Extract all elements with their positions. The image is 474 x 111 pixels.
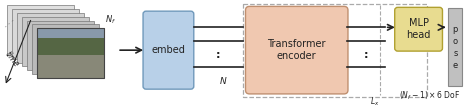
Bar <box>36 56 104 78</box>
Text: Transformer
encoder: Transformer encoder <box>267 39 326 61</box>
Text: $L_x$: $L_x$ <box>370 96 379 108</box>
Text: MLP
head: MLP head <box>406 18 431 40</box>
Text: · · ·: · · · <box>4 18 16 29</box>
Bar <box>27 21 94 70</box>
Bar <box>36 38 104 56</box>
Bar <box>17 13 84 62</box>
Text: :: : <box>364 50 368 60</box>
Text: $(N_f-1) \times 6$ DoF: $(N_f-1) \times 6$ DoF <box>399 90 460 102</box>
Bar <box>36 28 104 78</box>
Bar <box>12 9 79 59</box>
Bar <box>243 4 427 97</box>
Text: p
o
s
e: p o s e <box>453 25 458 69</box>
FancyBboxPatch shape <box>246 6 348 94</box>
FancyBboxPatch shape <box>395 7 442 51</box>
Bar <box>22 17 89 66</box>
Text: time: time <box>3 50 20 69</box>
FancyBboxPatch shape <box>143 11 194 89</box>
Bar <box>448 8 462 86</box>
Text: :: : <box>216 50 220 60</box>
Text: $N$: $N$ <box>219 75 228 86</box>
Bar <box>36 28 104 78</box>
Bar <box>7 5 74 55</box>
Text: embed: embed <box>152 45 185 55</box>
Bar <box>32 24 99 74</box>
Text: $N_f$: $N_f$ <box>105 14 116 26</box>
Bar <box>36 28 104 51</box>
